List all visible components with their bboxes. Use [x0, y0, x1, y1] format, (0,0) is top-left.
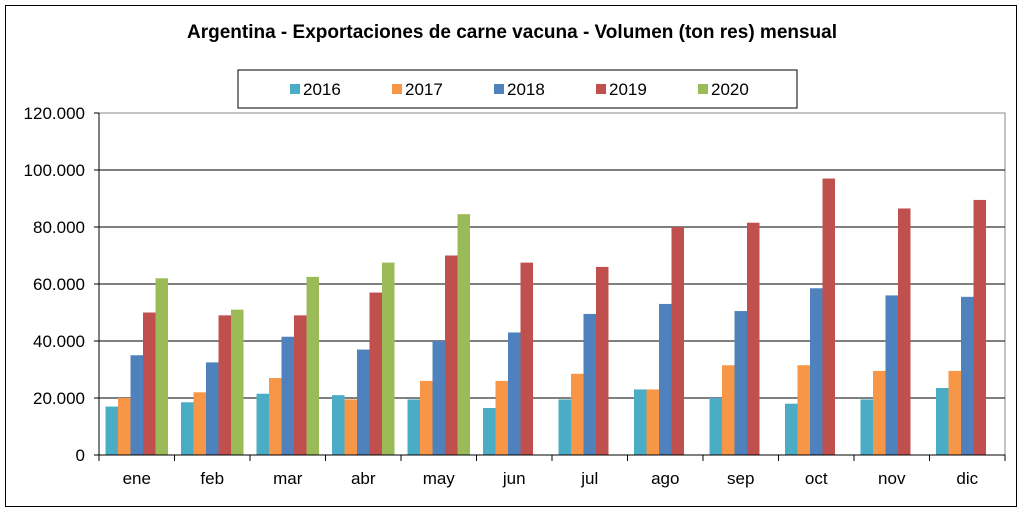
y-tick-label: 80.000	[33, 218, 85, 237]
x-tick-label: ago	[651, 469, 679, 488]
x-tick-label: dic	[956, 469, 978, 488]
bar-2018-oct	[810, 288, 823, 455]
bar-2017-may	[420, 380, 433, 455]
bar-2016-mar	[256, 393, 269, 455]
x-tick-label: jul	[580, 469, 598, 488]
bar-2016-nov	[860, 399, 873, 455]
bars	[105, 178, 986, 456]
bar-2018-jul	[583, 313, 596, 455]
bar-2020-feb	[231, 309, 244, 455]
bar-2019-abr	[369, 292, 382, 455]
legend-swatch-2020	[698, 84, 708, 94]
bar-2018-jun	[508, 332, 521, 455]
legend-label-2016: 2016	[303, 80, 341, 99]
bar-2017-abr	[344, 399, 357, 455]
bar-2017-feb	[193, 392, 206, 455]
bar-2019-ene	[143, 312, 156, 455]
x-tick-label: abr	[351, 469, 376, 488]
x-tick-label: ene	[123, 469, 151, 488]
y-tick-label: 120.000	[24, 104, 85, 123]
bar-2018-nov	[885, 295, 898, 455]
gridlines	[99, 169, 1005, 399]
bar-2016-sep	[709, 398, 722, 455]
legend-swatch-2017	[392, 84, 402, 94]
bar-2017-oct	[797, 365, 810, 455]
bar-2018-ago	[659, 303, 672, 455]
bar-2017-jun	[495, 380, 508, 455]
bar-2017-jul	[571, 373, 584, 455]
bar-2019-feb	[218, 315, 231, 455]
bar-2017-dic	[948, 370, 961, 455]
bar-2018-mar	[281, 336, 294, 455]
legend-label-2020: 2020	[711, 80, 749, 99]
bar-2020-ene	[155, 278, 168, 455]
x-tick-label: jun	[502, 469, 526, 488]
bar-2018-abr	[357, 349, 370, 455]
bar-2017-ene	[118, 398, 131, 455]
bar-2018-ene	[130, 355, 143, 455]
legend-label-2018: 2018	[507, 80, 545, 99]
x-tick-label: sep	[727, 469, 754, 488]
bar-2017-nov	[873, 370, 886, 455]
bar-2018-may	[432, 341, 445, 455]
bar-2019-sep	[747, 222, 760, 455]
bar-2020-mar	[306, 276, 319, 456]
bar-2019-nov	[898, 208, 911, 455]
bar-2017-mar	[269, 378, 282, 455]
bar-2016-feb	[181, 402, 194, 455]
x-axis: ene feb mar abr may jun jul ago sep oct nov dic	[98, 454, 1006, 488]
bar-2016-ago	[634, 389, 647, 455]
bar-2019-oct	[822, 178, 835, 456]
y-tick-label: 40.000	[33, 332, 85, 351]
y-tick-label: 60.000	[33, 275, 85, 294]
legend: 2016 2017 2018 2019 2020	[290, 80, 749, 99]
bar-2016-abr	[332, 395, 345, 455]
chart-title: Argentina - Exportaciones de carne vacun…	[187, 22, 837, 43]
legend-swatch-2018	[494, 84, 504, 94]
bar-2019-dic	[973, 199, 986, 455]
bar-2019-mar	[294, 315, 307, 455]
y-tick-label: 20.000	[33, 389, 85, 408]
bar-2018-sep	[734, 311, 747, 455]
bar-2019-jun	[520, 262, 533, 456]
legend-swatch-2019	[596, 84, 606, 94]
bar-2016-may	[407, 399, 420, 455]
bar-2018-dic	[961, 296, 974, 455]
bar-2018-feb	[206, 362, 219, 456]
y-tick-label: 0	[76, 446, 85, 465]
bar-2016-jul	[558, 399, 571, 455]
x-tick-label: nov	[878, 469, 906, 488]
x-tick-label: oct	[805, 469, 828, 488]
x-tick-label: may	[423, 469, 456, 488]
x-tick-label: feb	[200, 469, 224, 488]
legend-swatch-2016	[290, 84, 300, 94]
bar-2019-ago	[671, 227, 684, 455]
y-axis: 0 20.000 40.000 60.000 80.000 100.000 120.000	[24, 104, 100, 465]
legend-label-2017: 2017	[405, 80, 443, 99]
bar-2016-jun	[483, 407, 496, 455]
bar-2017-ago	[646, 389, 659, 455]
bar-2020-abr	[382, 262, 395, 456]
bar-2016-ene	[105, 406, 118, 455]
x-tick-label: mar	[273, 469, 303, 488]
bar-2019-jul	[596, 266, 609, 455]
bar-2019-may	[445, 255, 458, 455]
bar-2020-may	[457, 214, 470, 455]
bar-2016-oct	[785, 403, 798, 455]
bar-2017-sep	[722, 365, 735, 455]
legend-label-2019: 2019	[609, 80, 647, 99]
bar-2016-dic	[936, 388, 949, 455]
y-tick-label: 100.000	[24, 161, 85, 180]
